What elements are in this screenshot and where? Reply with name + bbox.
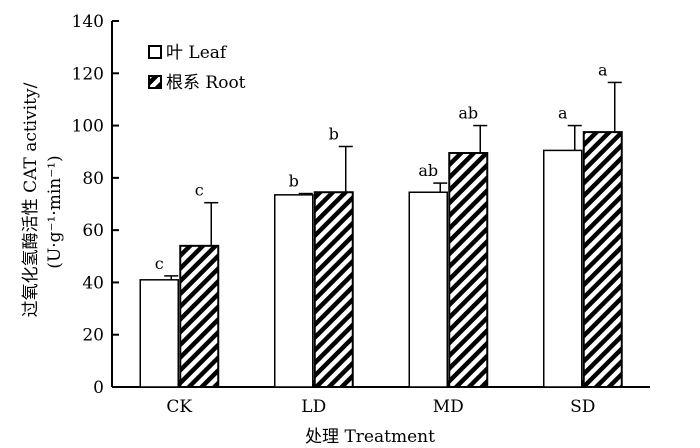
significance-letter: c xyxy=(155,254,164,273)
y-tick-label: 80 xyxy=(82,169,104,189)
x-category-label: LD xyxy=(301,397,326,417)
y-axis-title-line-2: (U·g⁻¹·min⁻¹) xyxy=(45,155,65,268)
x-category-label: SD xyxy=(570,397,595,417)
bar-root xyxy=(179,244,220,388)
significance-labels: c c b b ab ab a a xyxy=(155,60,608,272)
significance-letter: b xyxy=(329,124,339,143)
x-category-label: MD xyxy=(433,397,464,417)
significance-letter: ab xyxy=(458,104,478,123)
y-axis-title-line-1: 过氧化氢酶活性 CAT activity/ xyxy=(21,82,41,317)
x-category-label: CK xyxy=(166,397,192,417)
y-tick-label: 120 xyxy=(72,64,104,84)
significance-letter: ab xyxy=(418,161,438,180)
bar-leaf xyxy=(274,194,314,388)
legend-swatch-root xyxy=(148,75,162,89)
y-tick-label: 140 xyxy=(72,12,104,32)
significance-letter: a xyxy=(598,60,608,79)
y-tick-label: 20 xyxy=(82,326,104,346)
significance-letter: b xyxy=(289,172,299,191)
y-tick-label: 60 xyxy=(82,221,104,241)
bars xyxy=(139,81,623,388)
legend-swatch-leaf xyxy=(148,45,162,59)
y-tick-label: 100 xyxy=(72,117,104,137)
bar-leaf xyxy=(543,149,583,388)
bar-root xyxy=(582,131,623,388)
legend: 叶 Leaf 根系 Root xyxy=(148,43,246,93)
bar-leaf xyxy=(408,191,448,388)
legend-label-leaf: 叶 Leaf xyxy=(166,43,228,63)
legend-label-root: 根系 Root xyxy=(166,73,246,93)
y-axis: 0 20 40 60 80 100 120 140 xyxy=(72,12,119,398)
significance-letter: c xyxy=(195,181,204,200)
significance-letter: a xyxy=(558,104,568,123)
y-tick-label: 0 xyxy=(93,378,104,398)
y-tick-label: 40 xyxy=(82,273,104,293)
bar-root xyxy=(313,191,354,388)
bar-leaf xyxy=(139,279,179,388)
x-axis-title: 处理 Treatment xyxy=(305,427,435,447)
bar-root xyxy=(448,152,489,388)
